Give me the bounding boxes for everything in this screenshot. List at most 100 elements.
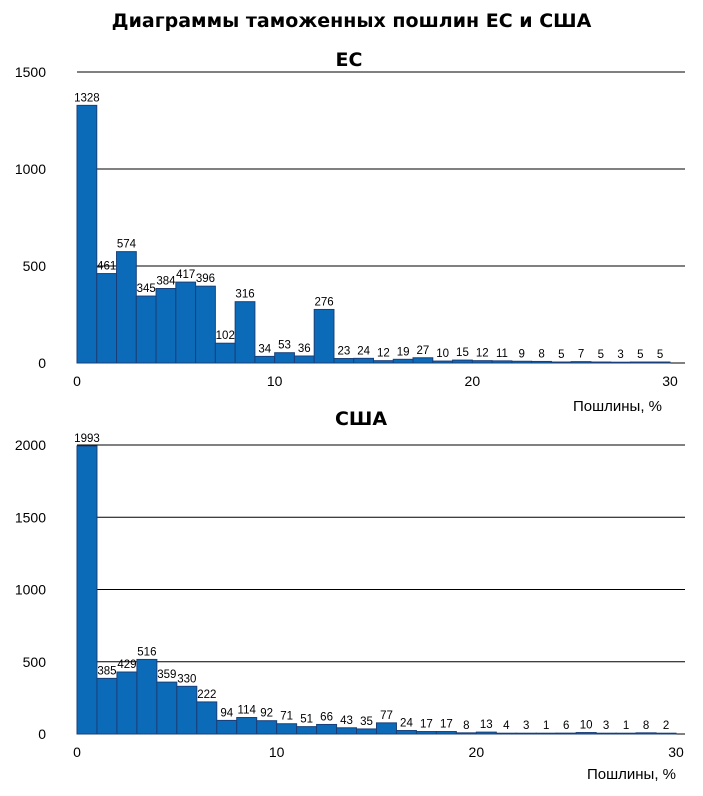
us-bar-value-label: 359 bbox=[157, 669, 176, 681]
us-bar-value-label: 516 bbox=[137, 646, 156, 658]
eu-bar-value-label: 34 bbox=[258, 343, 271, 355]
eu-y-tick-label: 0 bbox=[38, 355, 46, 371]
eu-x-tick-label: 0 bbox=[73, 373, 81, 389]
us-bar bbox=[395, 730, 417, 735]
eu-bar bbox=[76, 104, 98, 364]
eu-bar bbox=[452, 359, 473, 364]
eu-bar-value-label: 3 bbox=[617, 349, 623, 361]
eu-bar bbox=[234, 301, 256, 364]
us-bar bbox=[236, 717, 258, 735]
us-bar bbox=[635, 732, 657, 735]
eu-bar-value-label: 12 bbox=[377, 348, 390, 360]
us-y-tick-label: 2000 bbox=[15, 437, 46, 453]
us-bar-value-label: 1 bbox=[543, 720, 549, 732]
chart-us-x-axis-label: Пошлины, % bbox=[587, 766, 676, 783]
us-y-tick-label: 500 bbox=[23, 654, 47, 670]
eu-bar-value-label: 19 bbox=[397, 346, 410, 358]
us-bar bbox=[216, 719, 238, 735]
eu-bar-value-label: 27 bbox=[417, 345, 430, 357]
us-x-tick-label: 0 bbox=[73, 744, 81, 760]
us-bar bbox=[116, 671, 138, 735]
eu-y-tick-label: 500 bbox=[23, 258, 47, 274]
eu-bar bbox=[531, 360, 552, 364]
us-bar bbox=[196, 701, 218, 735]
eu-bar-value-label: 396 bbox=[196, 273, 215, 285]
us-bar bbox=[276, 723, 298, 735]
eu-bar bbox=[116, 251, 137, 364]
us-bar-value-label: 8 bbox=[463, 720, 469, 732]
eu-bar-value-label: 5 bbox=[657, 349, 663, 361]
eu-bar-value-label: 9 bbox=[519, 348, 525, 360]
us-bar-value-label: 2 bbox=[663, 720, 669, 732]
eu-bar bbox=[333, 358, 355, 364]
eu-y-tick-label: 1500 bbox=[15, 64, 46, 80]
eu-bar bbox=[274, 352, 295, 364]
eu-bar-value-label: 36 bbox=[298, 343, 311, 355]
us-bar bbox=[96, 677, 118, 735]
us-bar bbox=[515, 732, 537, 735]
us-bar-value-label: 24 bbox=[400, 718, 413, 730]
eu-bar-value-label: 5 bbox=[598, 349, 604, 361]
us-bar-value-label: 17 bbox=[440, 719, 453, 731]
eu-bar-value-label: 12 bbox=[476, 348, 489, 360]
eu-bar bbox=[214, 342, 236, 364]
eu-bar bbox=[96, 273, 118, 364]
eu-bar bbox=[629, 361, 651, 364]
us-bar bbox=[296, 726, 318, 735]
us-bar-value-label: 66 bbox=[320, 711, 333, 723]
eu-bar-value-label: 53 bbox=[278, 340, 291, 352]
eu-bar-value-label: 1328 bbox=[74, 92, 100, 104]
eu-x-tick-label: 20 bbox=[465, 373, 481, 389]
us-bar-value-label: 94 bbox=[220, 707, 233, 719]
us-bar-value-label: 35 bbox=[360, 716, 373, 728]
us-bar-value-label: 51 bbox=[300, 714, 313, 726]
us-bar bbox=[495, 732, 517, 735]
eu-bar bbox=[392, 358, 414, 364]
us-x-tick-label: 10 bbox=[269, 744, 285, 760]
eu-bar bbox=[313, 308, 335, 364]
us-bar bbox=[316, 723, 338, 735]
eu-bar-value-label: 24 bbox=[357, 345, 370, 357]
eu-bar-value-label: 11 bbox=[496, 348, 508, 360]
us-bar-value-label: 3 bbox=[523, 720, 529, 732]
eu-bar-value-label: 102 bbox=[216, 330, 235, 342]
eu-bar-value-label: 15 bbox=[456, 347, 469, 359]
eu-bar-value-label: 417 bbox=[176, 269, 195, 281]
us-bar-value-label: 429 bbox=[117, 659, 136, 671]
us-bar bbox=[595, 732, 617, 735]
us-bar-value-label: 6 bbox=[563, 720, 569, 732]
eu-bar-value-label: 7 bbox=[578, 349, 584, 361]
eu-bar bbox=[432, 360, 454, 364]
us-bar bbox=[356, 728, 377, 735]
eu-bar bbox=[175, 281, 197, 364]
eu-bar bbox=[649, 361, 671, 364]
eu-x-tick-label: 10 bbox=[267, 373, 283, 389]
eu-bar-value-label: 461 bbox=[97, 261, 116, 273]
us-bar bbox=[156, 681, 178, 735]
eu-bar bbox=[570, 361, 592, 364]
us-bar bbox=[256, 720, 278, 735]
chart-us-title: США bbox=[335, 408, 387, 430]
eu-bar bbox=[491, 360, 513, 364]
us-y-tick-label: 0 bbox=[38, 726, 46, 742]
eu-bar-value-label: 5 bbox=[558, 349, 564, 361]
us-bar bbox=[475, 731, 497, 735]
us-bar-value-label: 13 bbox=[480, 719, 493, 731]
us-x-tick-label: 30 bbox=[668, 744, 684, 760]
us-bar bbox=[555, 732, 577, 735]
eu-bar-value-label: 23 bbox=[337, 346, 350, 358]
us-x-tick-label: 20 bbox=[469, 744, 485, 760]
us-bar-value-label: 71 bbox=[280, 711, 293, 723]
eu-bar bbox=[155, 288, 177, 364]
us-bar-value-label: 1 bbox=[623, 720, 629, 732]
us-bar-value-label: 10 bbox=[580, 720, 593, 732]
us-bar bbox=[615, 732, 637, 735]
eu-bar bbox=[412, 357, 434, 364]
us-bar-value-label: 1993 bbox=[74, 433, 100, 445]
us-bar-value-label: 114 bbox=[238, 705, 257, 717]
eu-bar bbox=[610, 361, 631, 364]
us-bar bbox=[535, 732, 557, 735]
eu-bar-value-label: 345 bbox=[137, 283, 156, 295]
us-bar bbox=[415, 731, 437, 735]
us-bar-value-label: 17 bbox=[420, 719, 433, 731]
